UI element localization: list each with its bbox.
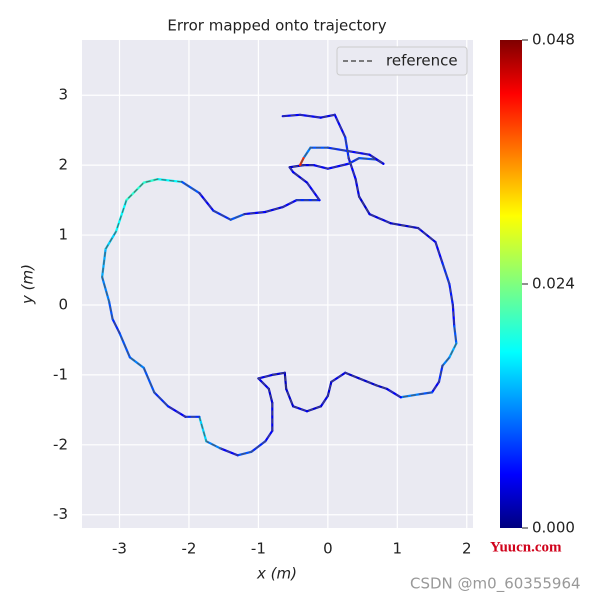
- y-tick-label: 0: [58, 295, 68, 313]
- y-tick-label: 1: [58, 226, 68, 244]
- legend-box: [336, 46, 468, 76]
- x-tick-label: 0: [323, 540, 333, 558]
- x-tick-label: 1: [393, 540, 403, 558]
- y-tick-label: -1: [53, 365, 68, 383]
- trajectory-segment: [448, 282, 454, 307]
- plot-area: [82, 40, 473, 528]
- chart-title: Error mapped onto trajectory: [167, 17, 386, 35]
- colorbar-tick-label: 0.024: [532, 275, 575, 293]
- y-axis-label: y (m): [19, 264, 37, 305]
- y-tick-label: 2: [58, 156, 68, 174]
- trajectory-segment: [326, 162, 350, 170]
- watermark: CSDN @m0_60355964: [410, 575, 581, 594]
- y-tick-label: 3: [58, 86, 68, 104]
- x-tick-label: -2: [181, 540, 196, 558]
- y-tick-label: -3: [53, 505, 68, 523]
- trajectory-segment: [101, 275, 111, 303]
- y-tick-label: -2: [53, 435, 68, 453]
- reference-line: [101, 114, 457, 456]
- trajectory-segment: [326, 146, 350, 153]
- colorbar: [500, 40, 522, 528]
- x-tick-label: 2: [462, 540, 472, 558]
- watermark: Yuucn.com: [490, 539, 562, 555]
- colorbar-tick-label: 0.000: [532, 519, 575, 537]
- colorbar-tick-label: 0.048: [532, 31, 575, 49]
- legend-label: reference: [386, 52, 458, 70]
- x-axis-label: x (m): [256, 565, 297, 583]
- x-tick-label: -3: [112, 540, 127, 558]
- x-tick-label: -1: [251, 540, 266, 558]
